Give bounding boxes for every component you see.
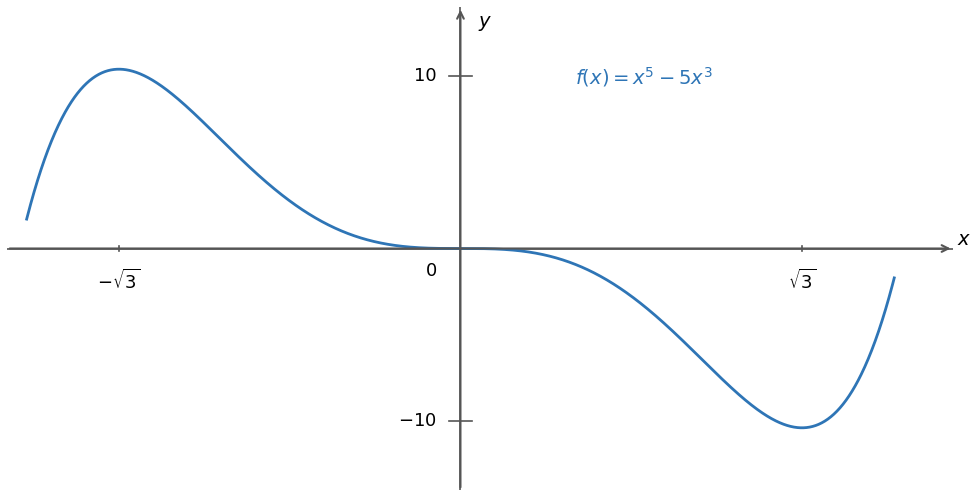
Text: 0: 0 xyxy=(425,262,437,280)
Text: y: y xyxy=(479,12,489,31)
Text: x: x xyxy=(957,231,969,249)
Text: $\sqrt{3}$: $\sqrt{3}$ xyxy=(788,269,816,293)
Text: 10: 10 xyxy=(414,67,437,85)
Text: $-10$: $-10$ xyxy=(398,412,437,430)
Text: $-\sqrt{3}$: $-\sqrt{3}$ xyxy=(98,269,140,293)
Text: $f(x) = x^5 - 5x^3$: $f(x) = x^5 - 5x^3$ xyxy=(575,65,713,89)
